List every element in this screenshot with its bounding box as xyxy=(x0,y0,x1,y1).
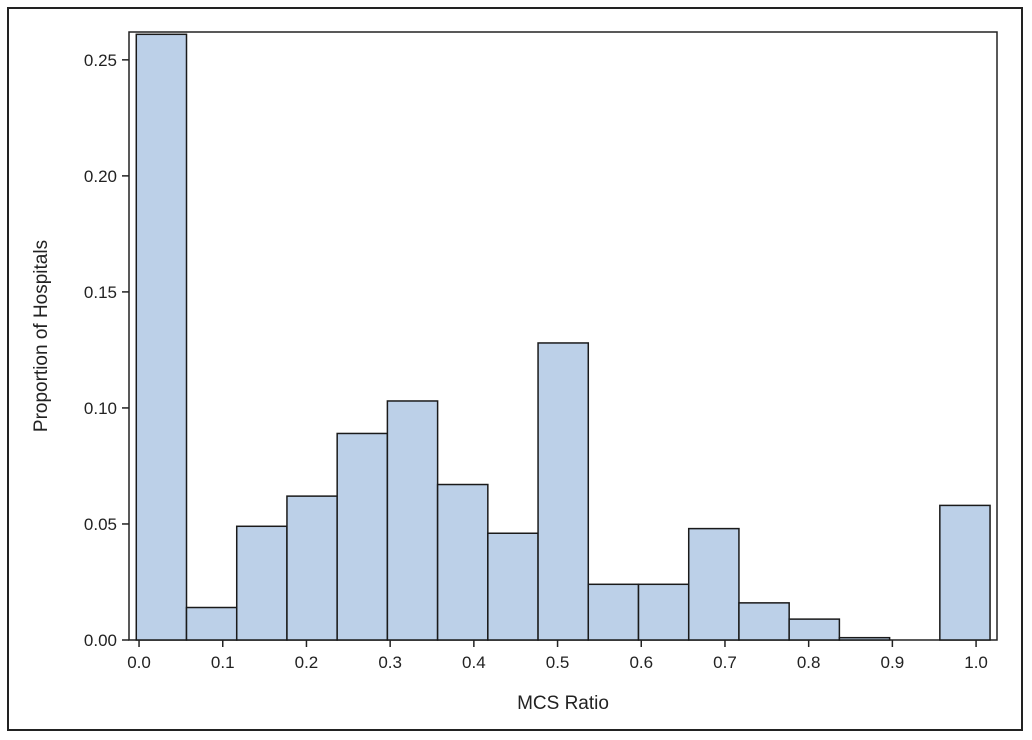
x-tick-label: 0.2 xyxy=(295,653,319,672)
x-axis: 0.0 0.1 0.2 0.3 0.4 0.5 0.6 0.7 0.8 0.9 1.0 xyxy=(127,640,988,672)
x-tick-label: 0.3 xyxy=(378,653,402,672)
histogram-bar xyxy=(286,495,338,641)
histogram-bar xyxy=(838,636,891,641)
histogram-bar xyxy=(687,527,740,641)
x-tick-label: 0.8 xyxy=(797,653,821,672)
y-tick-label: 0.00 xyxy=(84,631,117,650)
histogram-bar xyxy=(336,432,389,641)
x-tick-label: 0.5 xyxy=(546,653,570,672)
y-axis-title: Proportion of Hospitals xyxy=(31,240,52,432)
x-tick-label: 0.4 xyxy=(462,653,486,672)
x-tick-label: 0.9 xyxy=(881,653,905,672)
y-tick-label: 0.25 xyxy=(84,51,117,70)
y-tick-label: 0.20 xyxy=(84,167,117,186)
x-axis-title: MCS Ratio xyxy=(517,693,609,714)
histogram-bar xyxy=(939,504,991,641)
x-tick-label: 0.1 xyxy=(211,653,235,672)
x-tick-label: 0.0 xyxy=(127,653,151,672)
histogram-bar xyxy=(436,483,489,641)
histogram-bar xyxy=(738,602,790,641)
histogram-bar xyxy=(788,618,841,641)
y-axis: 0.00 0.05 0.10 0.15 0.20 0.25 xyxy=(84,51,129,650)
x-tick-label: 0.7 xyxy=(713,653,737,672)
x-tick-label: 0.6 xyxy=(629,653,653,672)
histogram-bar xyxy=(386,400,439,641)
x-tick-label: 1.0 xyxy=(964,653,988,672)
bars-group xyxy=(135,33,991,641)
y-tick-label: 0.15 xyxy=(84,283,117,302)
histogram-bar xyxy=(637,583,690,641)
y-tick-label: 0.10 xyxy=(84,399,117,418)
y-tick-label: 0.05 xyxy=(84,515,117,534)
histogram-bar xyxy=(587,583,640,641)
histogram-bar xyxy=(487,532,539,641)
histogram-bar xyxy=(235,525,288,641)
histogram-bar xyxy=(537,342,590,641)
histogram-bar xyxy=(185,606,238,641)
histogram-bar xyxy=(135,33,188,641)
